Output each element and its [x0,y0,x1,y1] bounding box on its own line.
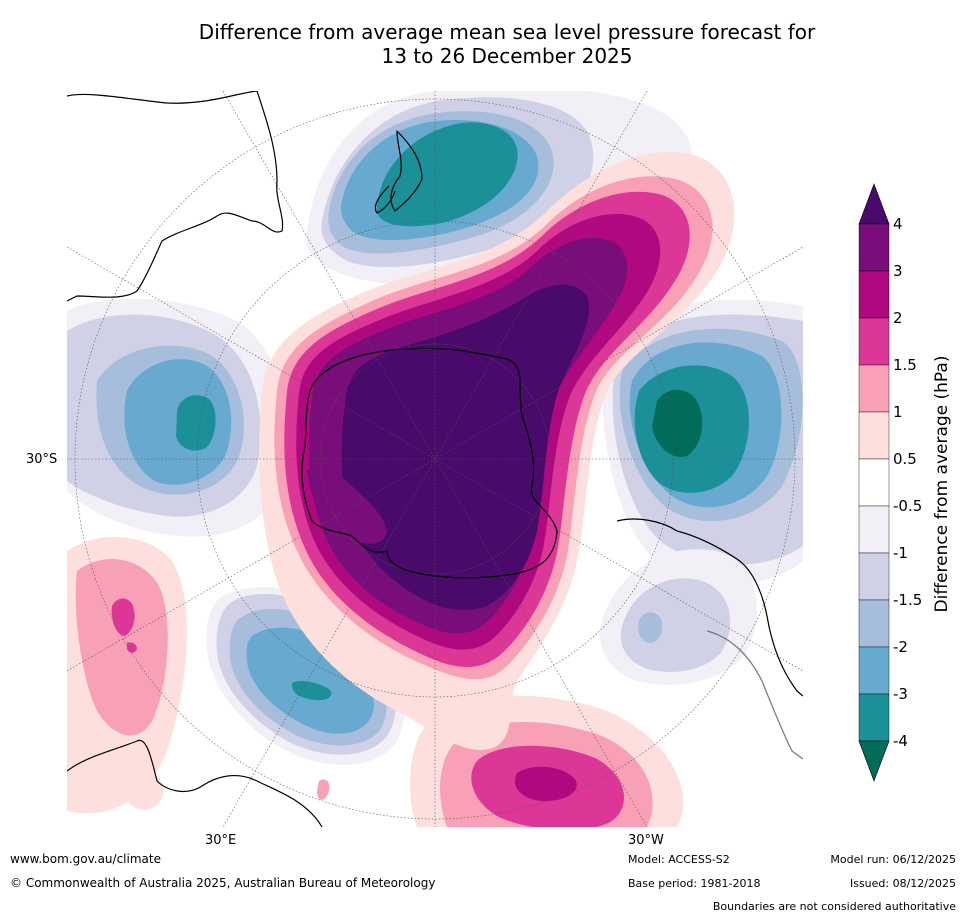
anomaly-region-left-positive [67,537,187,814]
map-title-line2: 13 to 26 December 2025 [381,44,633,68]
colorbar-tick: -1 [893,544,908,562]
latitude-label-30s: 30°S [26,452,58,467]
colorbar-swatch-pos-2 [858,317,890,366]
map-title-line1: Difference from average mean sea level p… [198,20,816,44]
colorbar-tick: 3 [893,262,903,280]
issued-date: Issued: 08/12/2025 [849,877,956,890]
colorbar-swatch-neutral [858,458,890,507]
base-period: Base period: 1981-2018 [628,877,761,890]
longitude-label-30e: 30°E [205,833,237,848]
anomaly-region-left-negative [67,298,290,537]
colorbar-swatch-below-min [858,740,890,782]
anomaly-region-right-negative [602,299,803,584]
colorbar-tick: -4 [893,732,908,750]
colorbar-swatch-neg-1-5 [858,599,890,648]
colorbar-tick: 1 [893,403,903,421]
colorbar: 4 3 2 1.5 1 0.5 -0.5 -1 -1.5 -2 -3 -4 [855,180,965,790]
colorbar-tick: -2 [893,638,908,656]
colorbar-swatch-neg-0-5 [858,505,890,554]
map-canvas [67,91,803,827]
colorbar-tick: -3 [893,685,908,703]
colorbar-swatch-neg-2 [858,646,890,695]
coastline-south-america-west [616,518,803,697]
model-run-date: Model run: 06/12/2025 [830,853,956,866]
coastline-new-zealand-south [374,185,396,214]
colorbar-tick: 1.5 [893,356,917,374]
coastline-africa [67,739,323,827]
colorbar-swatch-above-max [858,183,890,225]
copyright-text: © Commonwealth of Australia 2025, Austra… [10,876,436,890]
longitude-label-30w: 30°W [628,833,664,848]
coastline-australia [67,91,284,302]
colorbar-scale [858,183,890,782]
model-name: Model: ACCESS-S2 [628,853,730,866]
colorbar-label: Difference from average (hPa) [932,355,952,613]
boundaries-disclaimer: Boundaries are not considered authoritat… [712,900,956,913]
colorbar-tick: 0.5 [893,450,917,468]
colorbar-tick: -0.5 [893,497,923,515]
colorbar-swatch-pos-3 [858,270,890,319]
colorbar-swatch-pos-1-5 [858,364,890,413]
graticule [67,91,803,827]
coastlines [67,91,803,827]
anomaly-region-lowerright-negative [600,549,757,685]
colorbar-swatch-neg-3 [858,693,890,742]
colorbar-swatch-pos-1 [858,411,890,460]
website-link[interactable]: www.bom.gov.au/climate [10,852,161,866]
colorbar-tick: 4 [893,215,903,233]
colorbar-swatch-pos-4 [858,223,890,272]
anomaly-region-antarctic-positive [259,152,735,751]
coastline-new-zealand-north [390,130,423,212]
colorbar-tick: 2 [893,309,903,327]
coastline-antarctica [301,347,558,579]
meridian-60w [67,246,803,672]
map-title: Difference from average mean sea level p… [0,20,965,68]
coastline-south-america-east [706,630,803,760]
colorbar-swatch-neg-1 [858,552,890,601]
pressure-anomaly-map [67,91,803,827]
colorbar-tick: -1.5 [893,591,923,609]
